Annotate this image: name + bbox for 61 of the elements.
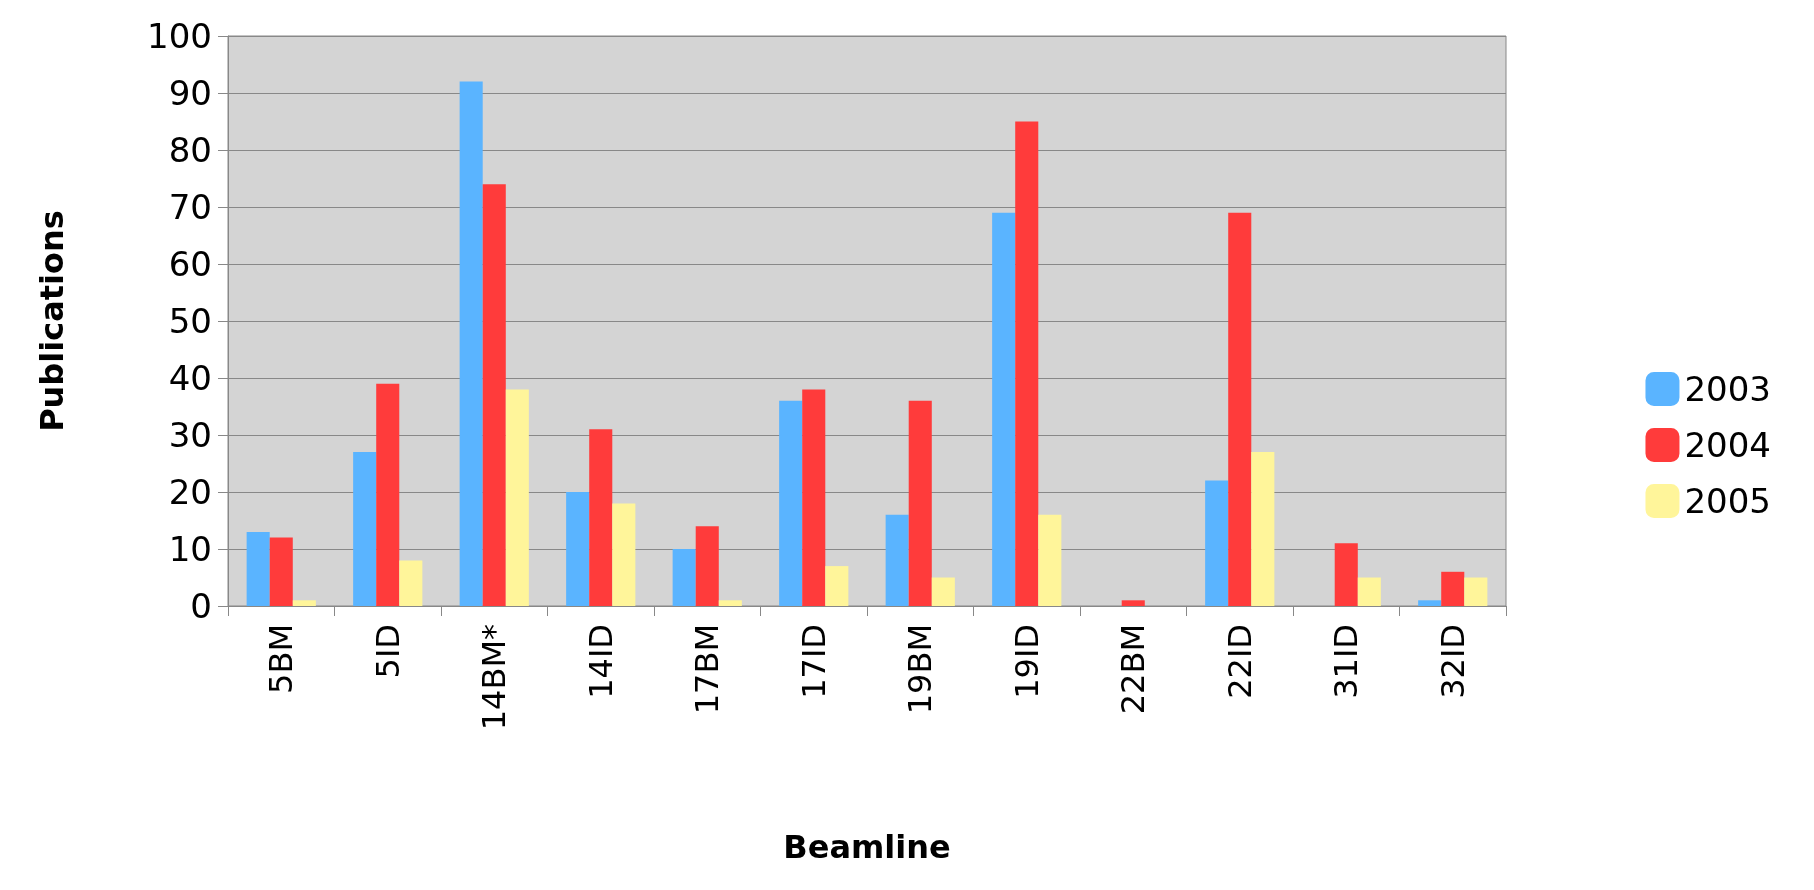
- legend-label: 2003: [1684, 369, 1771, 409]
- bar: [612, 503, 636, 606]
- x-tick-label: 32ID: [1433, 624, 1472, 699]
- bar: [672, 549, 696, 606]
- legend-label: 2005: [1684, 481, 1771, 521]
- x-tick-label: 31ID: [1327, 624, 1366, 699]
- y-tick-label: 50: [168, 301, 212, 341]
- bar: [505, 389, 529, 606]
- y-tick-label: 60: [168, 244, 212, 284]
- x-axis-title: Beamline: [783, 828, 951, 866]
- y-tick-label: 80: [168, 130, 212, 170]
- x-tick-label: 14ID: [581, 624, 620, 699]
- bar: [779, 400, 803, 606]
- x-tick-label: 22ID: [1220, 624, 1259, 699]
- bar: [399, 560, 423, 606]
- bar: [482, 184, 506, 606]
- bar: [931, 577, 955, 606]
- bar: [695, 526, 719, 606]
- bar: [1121, 600, 1145, 606]
- x-tick-label: 19ID: [1007, 624, 1046, 699]
- bar: [718, 600, 742, 606]
- bar: [1464, 577, 1488, 606]
- bar: [269, 537, 293, 606]
- y-tick-label: 10: [168, 529, 212, 569]
- bar: [908, 400, 932, 606]
- y-tick-label: 0: [190, 586, 212, 626]
- bar: [1357, 577, 1381, 606]
- x-tick-label: 5ID: [368, 624, 407, 679]
- y-axis-title: Publications: [33, 210, 71, 432]
- bar: [1251, 452, 1275, 606]
- bar: [1334, 543, 1358, 606]
- bar: [802, 389, 826, 606]
- bar: [1015, 121, 1039, 606]
- bar: [376, 383, 400, 606]
- bar: [885, 514, 909, 606]
- bar: [246, 531, 270, 606]
- y-tick-label: 70: [168, 187, 212, 227]
- x-tick-label: 5BM: [262, 624, 301, 694]
- bar: [992, 212, 1016, 606]
- bar: [1205, 480, 1229, 606]
- y-tick-label: 20: [168, 472, 212, 512]
- bar: [1418, 600, 1442, 606]
- x-tick-label: 19BM: [901, 624, 940, 715]
- bar: [1441, 571, 1465, 606]
- bar: [353, 452, 377, 606]
- x-tick-label: 14BM*: [475, 624, 514, 731]
- y-tick-label: 30: [168, 415, 212, 455]
- x-tick-label: 22BM: [1114, 624, 1153, 715]
- y-tick-label: 100: [147, 16, 212, 56]
- bar: [459, 81, 483, 606]
- x-tick-label: 17ID: [794, 624, 833, 699]
- legend-label: 2004: [1684, 425, 1771, 465]
- bar: [292, 600, 316, 606]
- bar: [589, 429, 613, 606]
- y-tick-label: 90: [168, 73, 212, 113]
- bar: [1038, 514, 1062, 606]
- bar: [825, 566, 849, 606]
- bar: [1228, 212, 1252, 606]
- y-tick-label: 40: [168, 358, 212, 398]
- x-tick-label: 17BM: [688, 624, 727, 715]
- bar: [566, 492, 590, 606]
